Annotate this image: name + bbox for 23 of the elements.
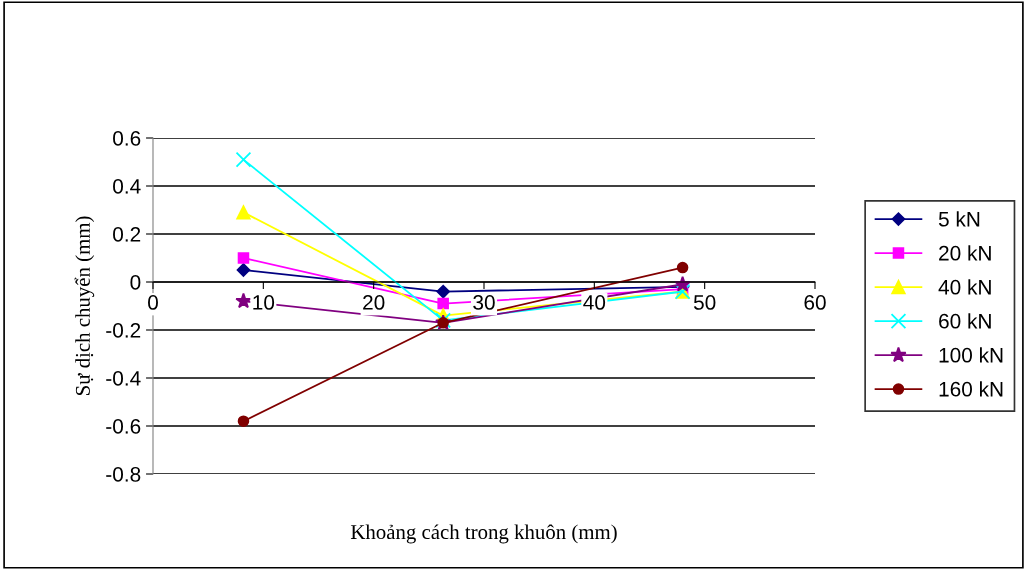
x-tick-label: 60 <box>804 295 826 310</box>
x-tick-label: 10 <box>253 295 275 310</box>
x-tick-label: 20 <box>363 295 385 310</box>
y-tick-label: -0.6 <box>106 419 141 434</box>
y-tick-label: -0.2 <box>106 323 141 338</box>
legend-label: 40 kN <box>938 279 991 295</box>
x-tick-label: 30 <box>473 295 495 310</box>
y-tick-label: -0.8 <box>106 467 141 482</box>
y-tick-label: 0.4 <box>113 179 141 194</box>
x-tick-label: 50 <box>693 295 716 310</box>
x-tick-label: 40 <box>583 295 606 310</box>
y-axis-title: Sự dịch chuyển (mm) <box>74 216 95 396</box>
legend-label: 100 kN <box>939 347 1003 363</box>
legend-label: 60 kN <box>939 313 991 329</box>
legend-label: 160 kN <box>939 381 1003 397</box>
legend-label: 20 kN <box>939 245 991 261</box>
x-tick-label: 0 <box>148 295 158 310</box>
y-tick-label: 0.6 <box>113 131 141 146</box>
y-tick-label: 0.2 <box>113 227 141 242</box>
y-tick-label: 0 <box>130 275 141 290</box>
x-axis-title: Khoảng cách trong khuôn (mm) <box>350 524 617 544</box>
legend-label: 5 kN <box>938 211 980 227</box>
y-tick-label: -0.4 <box>106 371 141 386</box>
